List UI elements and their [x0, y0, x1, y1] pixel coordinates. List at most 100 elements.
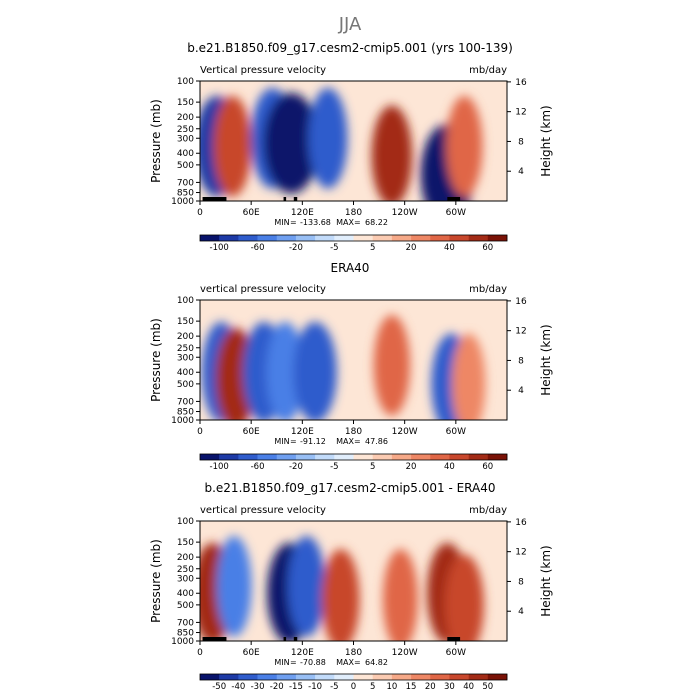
y-tick-label-850: 850 [177, 189, 194, 199]
colorbar-swatch-9 [353, 674, 373, 680]
terrain-block-1 [202, 637, 226, 641]
colorbar-swatch-4 [257, 235, 278, 241]
terrain-block-2 [221, 197, 227, 201]
colorbar-swatch-7 [315, 235, 335, 241]
panel-2: ERA40 vertical pressure velocity mb/day 100… [149, 261, 553, 472]
variable-label: vertical pressure velocity [200, 284, 326, 295]
stat-max-label: MAX [336, 437, 354, 446]
colorbar-swatch-14 [449, 454, 469, 460]
x-tick-label-0: 0 [197, 208, 203, 218]
colorbar-swatch-16 [487, 674, 508, 680]
stat-max-value: 64.82 [365, 658, 388, 667]
stat-min-label: MIN [274, 658, 289, 667]
colorbar-swatch-14 [449, 674, 469, 680]
colorbar-frame [199, 673, 508, 681]
y-tick-label-100: 100 [177, 77, 194, 87]
colorbar-swatch-8 [334, 454, 354, 460]
colorbar-swatch-12 [411, 674, 431, 680]
variable-label: Vertical pressure velocity [200, 65, 326, 76]
height-tick-label-4: 4 [518, 386, 524, 396]
x-tick-label-180: 180 [345, 427, 362, 437]
units-label: mb/day [469, 284, 507, 295]
colorbar-label-14: 40 [463, 682, 474, 692]
units-label: mb/day [469, 505, 507, 516]
field-feature-5 [293, 321, 337, 420]
colorbar-swatch-2 [219, 454, 239, 460]
x-tick-label-180: 180 [345, 648, 362, 658]
x-tick-label-300: 60W [446, 427, 466, 437]
x-tick-label-60: 60E [243, 427, 260, 437]
height-tick-label-16: 16 [515, 297, 527, 307]
colorbar-swatch-11 [391, 454, 412, 460]
field-feature-8 [444, 554, 484, 641]
colorbar-swatch-10 [372, 454, 393, 460]
y-tick-label-400: 400 [177, 368, 194, 378]
stat-max-label: MAX [336, 658, 354, 667]
colorbar-label-6: 20 [406, 462, 417, 472]
y-tick-label-1000: 1000 [171, 197, 194, 207]
stat-min-value: -91.12 [300, 437, 326, 446]
height-tick-label-12: 12 [515, 327, 526, 337]
colorbar-swatch-1 [200, 674, 220, 680]
field-feature-8 [451, 333, 486, 420]
stat-max-eq: = [354, 218, 361, 227]
height-tick-label-4: 4 [518, 167, 524, 177]
field-feature-8 [446, 95, 483, 197]
y-tick-label-850: 850 [177, 629, 194, 639]
colorbar-swatch-3 [238, 674, 258, 680]
colorbar-swatch-11 [391, 674, 412, 680]
stat-min-value: -133.68 [300, 218, 331, 227]
colorbar-label-8: 60 [482, 462, 493, 472]
height-tick-label-4: 4 [518, 607, 524, 617]
y-tick-label-150: 150 [177, 538, 194, 548]
colorbar-swatch-7 [315, 454, 335, 460]
x-tick-label-300: 60W [446, 648, 466, 658]
colorbar-swatch-13 [430, 674, 450, 680]
colorbar-swatch-12 [411, 235, 431, 241]
field-feature-6 [371, 105, 413, 201]
x-tick-label-60: 60E [243, 208, 260, 218]
panel-1: b.e21.B1850.f09_g17.cesm2-cmip5.001 (yrs… [149, 41, 553, 253]
y-tick-label-250: 250 [177, 565, 194, 575]
stat-max-eq: = [354, 437, 361, 446]
y-tick-label-850: 850 [177, 408, 194, 418]
colorbar-label-7: -5 [330, 682, 338, 692]
colorbar: -100 -60 -20 -5 5 20 40 60 [199, 453, 508, 472]
colorbar-label-13: 30 [444, 682, 455, 692]
colorbar-swatch-2 [219, 674, 239, 680]
colorbar-swatch-1 [200, 454, 220, 460]
colorbar-label-15: 50 [482, 682, 493, 692]
stat-min-label: MIN [274, 437, 289, 446]
field-feature-5 [308, 87, 348, 189]
colorbar-swatch-16 [487, 454, 508, 460]
colorbar-label-3: -20 [289, 462, 303, 472]
units-label: mb/day [469, 65, 507, 76]
y-tick-label-150: 150 [177, 317, 194, 327]
colorbar-label-2: -40 [231, 682, 245, 692]
field-feature-2 [216, 535, 252, 637]
colorbar: -100 -60 -20 -5 5 20 40 60 [199, 234, 508, 253]
terrain-block-3 [283, 197, 287, 201]
colorbar-swatch-6 [295, 235, 316, 241]
variable-label: vertical pressure velocity [200, 505, 326, 516]
colorbar-label-1: -50 [212, 682, 226, 692]
colorbar-swatch-6 [295, 674, 316, 680]
y-tick-label-400: 400 [177, 589, 194, 599]
colorbar-swatch-12 [411, 454, 431, 460]
panel-title: ERA40 [331, 261, 370, 275]
colorbar-swatch-1 [200, 235, 220, 241]
x-tick-label-120: 120E [291, 208, 314, 218]
panel-title: b.e21.B1850.f09_g17.cesm2-cmip5.001 (yrs… [187, 41, 513, 55]
colorbar-swatch-5 [276, 235, 297, 241]
super-title: JJA [338, 14, 362, 35]
field-feature-4 [287, 535, 326, 637]
field-features [200, 535, 484, 641]
terrain-block-5 [447, 197, 461, 201]
colorbar-label-6: -10 [308, 682, 322, 692]
colorbar-label-5: -15 [289, 682, 303, 692]
contour-field [200, 300, 507, 420]
x-tick-label-300: 60W [446, 208, 466, 218]
terrain-block-2 [221, 637, 227, 641]
colorbar-label-4: -5 [330, 462, 338, 472]
y-tick-label-100: 100 [177, 296, 194, 306]
